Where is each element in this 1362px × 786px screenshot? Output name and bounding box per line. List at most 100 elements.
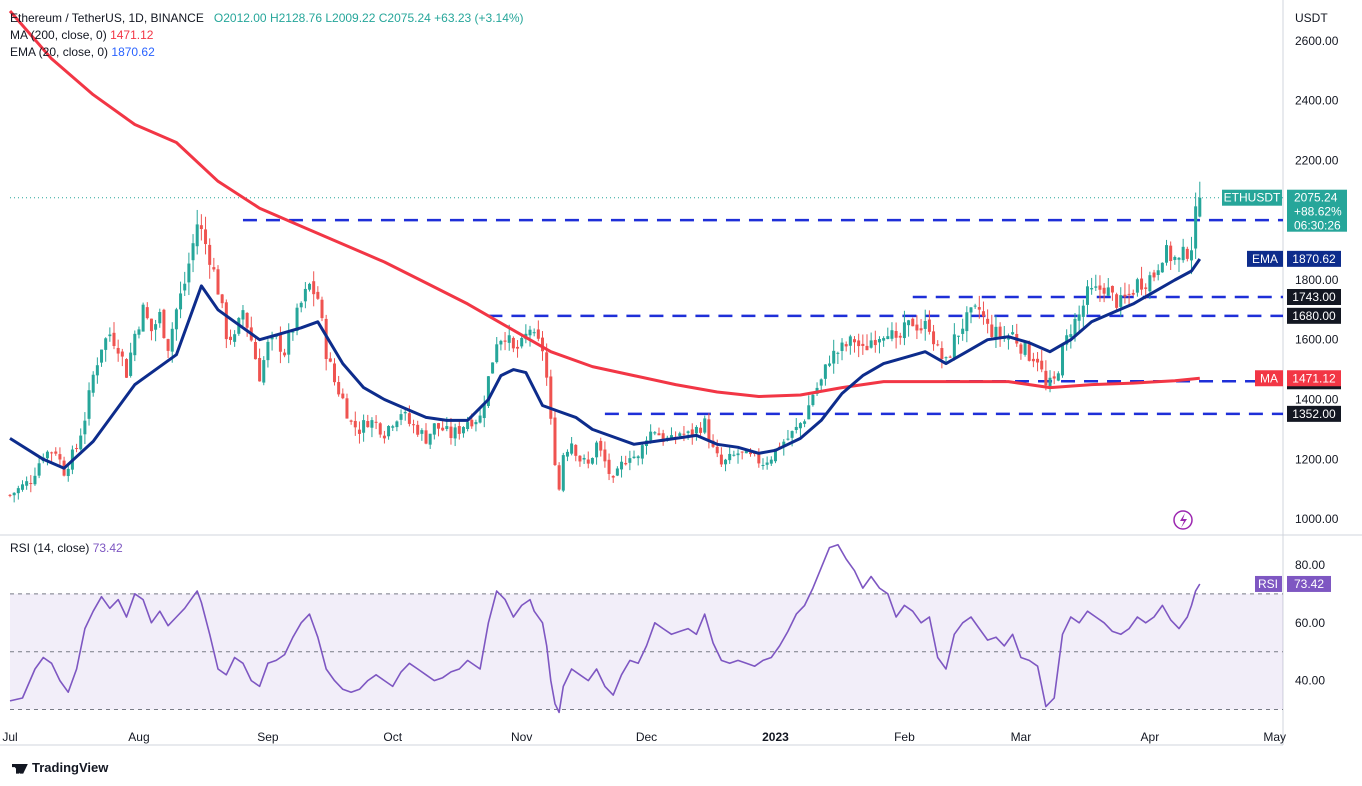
candle-body bbox=[819, 379, 823, 386]
rsi-legend[interactable]: RSI (14, close) 73.42 bbox=[10, 541, 123, 555]
candle-body bbox=[1181, 246, 1185, 261]
candle-body bbox=[545, 352, 549, 378]
open-value: O2012.00 bbox=[213, 11, 267, 25]
candle-body bbox=[981, 311, 985, 317]
candle-body bbox=[699, 427, 703, 433]
candle-body bbox=[445, 426, 449, 429]
tradingview-logo[interactable]: TradingView bbox=[12, 760, 108, 775]
price-axis-unit: USDT bbox=[1295, 11, 1328, 25]
price-tags: ETHUSDT 2075.24+88.62%06:30:26 EMA 1870.62 M… bbox=[1222, 189, 1347, 592]
candle-body bbox=[828, 363, 832, 366]
candle-body bbox=[749, 452, 753, 455]
candle-body bbox=[678, 433, 682, 437]
time-tick-label: Apr bbox=[1141, 730, 1160, 744]
time-tick-label: Sep bbox=[257, 730, 279, 744]
candle-body bbox=[374, 421, 378, 423]
candle-body bbox=[549, 376, 553, 419]
candle-body bbox=[87, 390, 91, 419]
candle-body bbox=[807, 405, 811, 420]
candle-body bbox=[503, 340, 507, 342]
lightning-icon[interactable] bbox=[1173, 510, 1193, 530]
candle-body bbox=[245, 312, 249, 328]
ma200-series[interactable] bbox=[8, 10, 1200, 398]
candle-body bbox=[1123, 294, 1127, 297]
candle-body bbox=[337, 382, 341, 395]
price-tick-label: 2200.00 bbox=[1295, 153, 1339, 167]
indicator-price-tag bbox=[1287, 250, 1341, 267]
candle-body bbox=[283, 352, 287, 356]
candle-body bbox=[124, 359, 128, 378]
candle-body bbox=[1198, 197, 1202, 217]
ma-legend[interactable]: MA (200, close, 0) 1471.12 bbox=[10, 28, 153, 42]
candle-body bbox=[145, 307, 149, 319]
candle-body bbox=[8, 494, 12, 496]
ma-legend-value: 1471.12 bbox=[110, 28, 154, 42]
candle-body bbox=[241, 310, 245, 320]
candle-body bbox=[595, 442, 599, 458]
candle-body bbox=[1031, 358, 1035, 362]
candle-body bbox=[798, 423, 802, 429]
change-value: +63.23 (+3.14%) bbox=[434, 11, 524, 25]
candle-body bbox=[20, 484, 24, 490]
price-tick-label: 2400.00 bbox=[1295, 94, 1339, 108]
candle-body bbox=[936, 344, 940, 346]
candle-body bbox=[649, 431, 653, 441]
candle-body bbox=[898, 335, 902, 338]
candle-body bbox=[782, 441, 786, 447]
candle-body bbox=[965, 312, 969, 332]
tradingview-text: TradingView bbox=[32, 760, 109, 775]
candle-body bbox=[158, 312, 162, 324]
candle-body bbox=[590, 458, 594, 464]
candle-body bbox=[179, 293, 183, 310]
candle-body bbox=[183, 283, 187, 291]
candle-body bbox=[927, 319, 931, 332]
candle-body bbox=[1073, 318, 1077, 338]
candle-body bbox=[332, 363, 336, 383]
candle-body bbox=[948, 356, 952, 358]
rsi-value-label: 73.42 bbox=[1294, 577, 1324, 591]
ema20-series[interactable] bbox=[9, 258, 1202, 470]
candle-body bbox=[204, 229, 208, 245]
candle-body bbox=[449, 426, 453, 439]
candle-body bbox=[1131, 292, 1135, 295]
candle-body bbox=[470, 419, 474, 427]
candle-body bbox=[199, 225, 203, 230]
candle-body bbox=[632, 456, 636, 459]
candle-body bbox=[882, 338, 886, 341]
candle-body bbox=[412, 424, 416, 426]
candle-body bbox=[728, 453, 732, 461]
candle-body bbox=[478, 415, 482, 423]
rsi-series[interactable] bbox=[9, 543, 1201, 714]
candle-body bbox=[50, 452, 54, 454]
candle-body bbox=[362, 420, 366, 433]
candle-body bbox=[1098, 285, 1102, 290]
candle-body bbox=[832, 350, 836, 364]
candle-body bbox=[902, 322, 906, 339]
candle-body bbox=[129, 352, 133, 376]
candle-body bbox=[1056, 373, 1060, 381]
candle-body bbox=[932, 331, 936, 345]
candle-body bbox=[403, 411, 407, 414]
candle-body bbox=[669, 435, 673, 440]
candle-body bbox=[719, 454, 723, 465]
candle-body bbox=[990, 324, 994, 337]
candle-body bbox=[857, 340, 861, 347]
candle-body bbox=[407, 413, 411, 424]
candle-body bbox=[611, 475, 615, 478]
ema-legend[interactable]: EMA (20, close, 0) 1870.62 bbox=[10, 45, 155, 59]
symbol-title[interactable]: Ethereum / TetherUS, 1D, BINANCE bbox=[10, 11, 204, 25]
price-tick-label: 1800.00 bbox=[1295, 273, 1339, 287]
candle-body bbox=[607, 459, 611, 474]
candle-body bbox=[1127, 293, 1131, 295]
time-tick-label: Feb bbox=[894, 730, 915, 744]
price-tick-label: 1400.00 bbox=[1295, 393, 1339, 407]
candle-body bbox=[944, 357, 948, 359]
time-tick-label: Oct bbox=[383, 730, 402, 744]
candle-body bbox=[482, 403, 486, 419]
ticker-legend-box bbox=[1222, 189, 1282, 206]
rsi-legend-label: RSI (14, close) bbox=[10, 541, 90, 555]
candle-body bbox=[287, 332, 291, 355]
level-tag bbox=[1287, 405, 1341, 422]
candle-body bbox=[786, 438, 790, 440]
